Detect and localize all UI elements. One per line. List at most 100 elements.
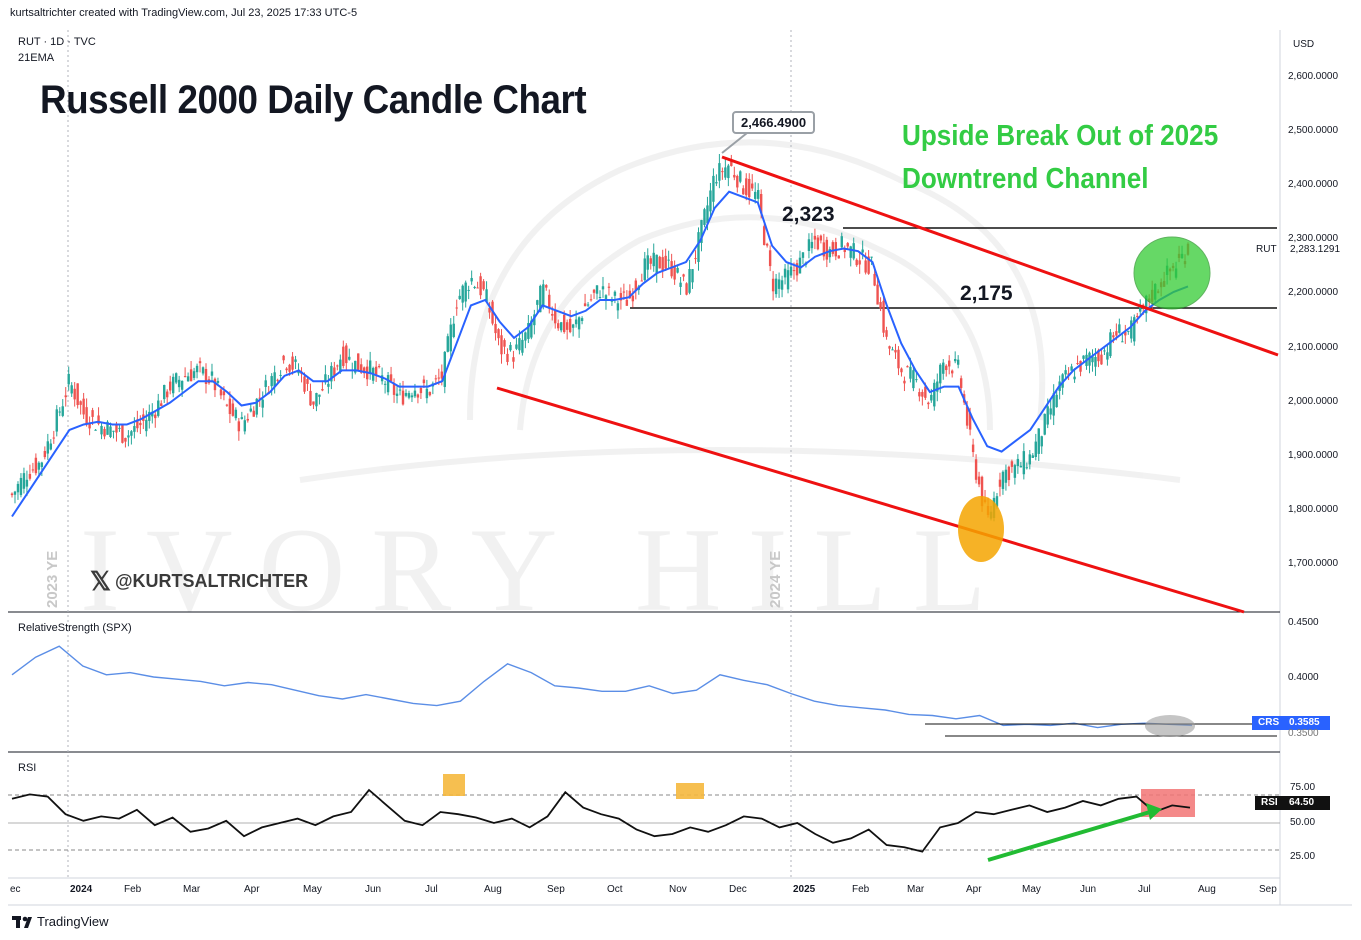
candle bbox=[580, 318, 584, 321]
candle bbox=[157, 400, 160, 416]
candle bbox=[840, 236, 843, 248]
candle bbox=[288, 364, 291, 372]
candle bbox=[37, 462, 41, 470]
candle bbox=[700, 220, 703, 243]
peak-price-callout: 2,466.4900 bbox=[732, 111, 816, 134]
time-tick: Nov bbox=[669, 884, 687, 895]
candle bbox=[273, 372, 276, 387]
crs-tag-name: CRS bbox=[1258, 717, 1280, 728]
candle bbox=[780, 280, 784, 290]
watermark-text: IVORY HILL bbox=[80, 503, 1012, 636]
candle bbox=[398, 389, 402, 391]
candle bbox=[613, 291, 617, 296]
candle bbox=[192, 371, 196, 378]
candle bbox=[354, 360, 357, 373]
candle bbox=[419, 388, 423, 394]
candle bbox=[333, 367, 336, 376]
price-tick: 2,600.0000 bbox=[1288, 71, 1339, 82]
rsi-panel-label: RSI bbox=[18, 762, 37, 774]
candle bbox=[759, 194, 763, 214]
candle bbox=[28, 473, 32, 479]
candle bbox=[998, 479, 1002, 487]
candle bbox=[1052, 393, 1055, 416]
candle bbox=[795, 263, 799, 276]
time-tick: Apr bbox=[966, 884, 982, 895]
candle bbox=[1130, 320, 1133, 339]
candle bbox=[765, 243, 769, 246]
candle bbox=[1103, 350, 1106, 352]
candle bbox=[933, 382, 936, 407]
candle bbox=[219, 389, 223, 396]
candle bbox=[1070, 366, 1073, 371]
candle bbox=[461, 285, 464, 303]
candle bbox=[67, 373, 70, 385]
candle bbox=[730, 160, 733, 166]
candle bbox=[61, 406, 64, 416]
candle bbox=[995, 496, 999, 507]
time-tick: Jun bbox=[1080, 884, 1097, 895]
candle bbox=[927, 402, 930, 405]
currency-label[interactable]: USD bbox=[1293, 39, 1315, 50]
rsi-divergence-arrow-head bbox=[1146, 803, 1162, 820]
indicator-label: 21EMA bbox=[18, 52, 55, 64]
candle bbox=[930, 394, 933, 401]
candle bbox=[76, 383, 79, 406]
candle bbox=[318, 394, 321, 397]
candle bbox=[792, 270, 796, 272]
candle bbox=[407, 393, 411, 398]
candle bbox=[777, 279, 781, 289]
candle bbox=[270, 376, 273, 387]
price-tick: 1,800.0000 bbox=[1288, 503, 1339, 515]
candle bbox=[360, 364, 363, 373]
candle bbox=[736, 176, 739, 188]
candle bbox=[503, 340, 506, 347]
candle bbox=[449, 324, 452, 352]
candle bbox=[691, 269, 694, 283]
candle bbox=[948, 360, 951, 367]
candle bbox=[64, 395, 67, 398]
candle bbox=[915, 379, 918, 381]
candle bbox=[822, 242, 826, 257]
breakout-headline-1: Upside Break Out of 2025 bbox=[902, 120, 1219, 152]
candle bbox=[894, 349, 897, 353]
candle bbox=[234, 409, 238, 419]
time-tick: Feb bbox=[124, 884, 142, 895]
candle bbox=[1046, 406, 1049, 425]
candle bbox=[583, 303, 587, 307]
candle bbox=[754, 191, 757, 199]
tradingview-brand[interactable]: TradingView bbox=[12, 914, 109, 929]
candle bbox=[682, 274, 685, 277]
candle bbox=[867, 256, 870, 274]
candle bbox=[586, 304, 590, 306]
candle bbox=[348, 356, 351, 360]
candle bbox=[542, 284, 545, 307]
crs-tag-bg bbox=[1252, 716, 1280, 730]
candle bbox=[1001, 471, 1005, 489]
candle bbox=[389, 374, 393, 382]
candle bbox=[345, 345, 348, 364]
candle bbox=[148, 411, 151, 421]
price-tick: 1,700.0000 bbox=[1288, 557, 1339, 569]
candle bbox=[1100, 354, 1103, 365]
time-tick: Oct bbox=[607, 884, 623, 895]
time-tick: May bbox=[303, 884, 322, 895]
candle bbox=[19, 477, 23, 496]
candle bbox=[706, 205, 709, 224]
rs-highlight bbox=[1145, 715, 1195, 737]
candle bbox=[291, 356, 294, 370]
candle bbox=[742, 188, 745, 195]
candle bbox=[1007, 466, 1011, 481]
candle bbox=[1127, 330, 1130, 332]
candle bbox=[1139, 306, 1142, 312]
candle bbox=[228, 398, 232, 415]
candle bbox=[100, 425, 103, 435]
candle bbox=[467, 289, 470, 291]
candle bbox=[980, 476, 984, 507]
candle bbox=[13, 491, 17, 495]
candle bbox=[891, 349, 894, 351]
candle bbox=[201, 367, 205, 374]
candle bbox=[774, 278, 778, 295]
candle bbox=[264, 380, 267, 387]
candle bbox=[562, 314, 566, 333]
time-tick: Jul bbox=[425, 884, 438, 895]
